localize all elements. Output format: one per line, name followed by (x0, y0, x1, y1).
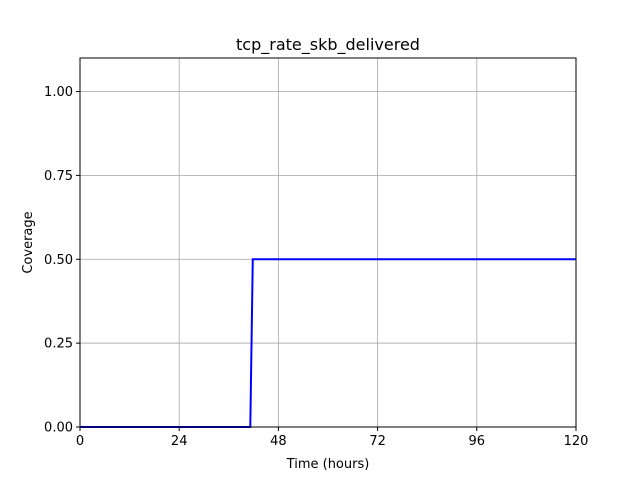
x-tick-label: 72 (369, 434, 386, 449)
x-tick-label: 48 (270, 434, 287, 449)
x-axis-ticks: 0 24 48 72 96 120 (76, 427, 589, 449)
chart-title: tcp_rate_skb_delivered (236, 35, 420, 55)
y-tick-label: 0.25 (44, 337, 73, 352)
y-tick-label: 0.00 (44, 421, 73, 436)
x-tick-label: 96 (469, 434, 486, 449)
y-tick-label: 0.50 (44, 253, 73, 268)
y-axis-label: Coverage (21, 211, 36, 273)
plot-frame (79, 57, 577, 428)
x-tick-label: 24 (171, 434, 188, 449)
y-tick-label: 1.00 (44, 85, 73, 100)
x-axis-label: Time (hours) (286, 457, 370, 472)
x-tick-label: 0 (76, 434, 84, 449)
y-axis-ticks: 0.00 0.25 0.50 0.75 1.00 (44, 85, 80, 436)
x-tick-label: 120 (564, 434, 589, 449)
y-tick-label: 0.75 (44, 169, 73, 184)
